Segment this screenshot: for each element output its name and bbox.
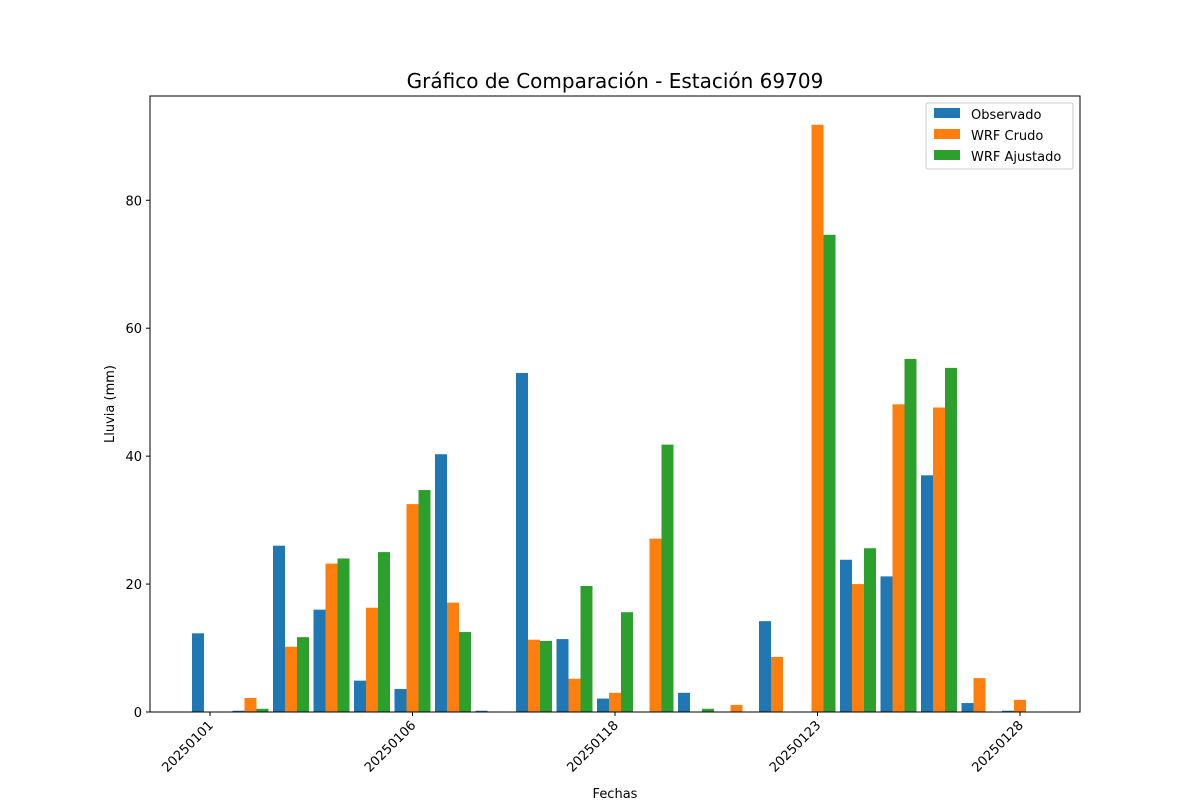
- bar: [649, 538, 662, 712]
- y-tick-label: 80: [125, 194, 142, 209]
- bar: [244, 697, 257, 712]
- bar: [378, 552, 390, 712]
- bar: [1014, 699, 1026, 712]
- bar: [366, 607, 378, 712]
- bar: [852, 584, 864, 712]
- legend-swatch-wrf-ajustado: [934, 150, 960, 160]
- bar: [447, 602, 459, 712]
- bar: [973, 678, 986, 712]
- bar: [892, 404, 905, 712]
- bar: [864, 548, 876, 712]
- bar: [945, 367, 957, 712]
- bar: [192, 633, 204, 712]
- x-tick-label: 20250128: [969, 718, 1026, 775]
- bar: [285, 646, 297, 712]
- bar: [904, 358, 917, 712]
- bar: [840, 559, 852, 712]
- bar: [406, 504, 419, 712]
- series-wrf-ajustado: [256, 234, 957, 712]
- bar: [678, 692, 690, 712]
- bar: [394, 688, 407, 712]
- x-tick-label: 20250106: [362, 718, 419, 775]
- bar: [528, 639, 540, 712]
- x-tick-label: 20250118: [564, 718, 621, 775]
- bar: [516, 372, 528, 712]
- y-tick-label: 40: [125, 450, 142, 465]
- series-observado: [192, 372, 1014, 712]
- legend-label-wrf-ajustado: WRF Ajustado: [971, 150, 1061, 165]
- bar: [961, 703, 974, 712]
- legend-box: [925, 102, 1074, 170]
- bar: [1002, 710, 1014, 712]
- legend-swatch-observado: [934, 108, 960, 118]
- bar: [354, 680, 366, 712]
- legend-swatch-wrf-crudo: [934, 129, 960, 139]
- x-tick-label: 20250123: [767, 718, 824, 775]
- bar: [475, 710, 488, 712]
- bar: [597, 698, 609, 712]
- chart-title: Gráfico de Comparación - Estación 69709: [407, 69, 824, 93]
- series-wrf-crudo: [244, 124, 1026, 713]
- bar: [921, 475, 933, 712]
- bar: [580, 585, 593, 712]
- bar: [933, 407, 945, 712]
- x-axis-label: Fechas: [593, 787, 638, 800]
- bar: [232, 710, 245, 712]
- y-axis: 0 20 40 60 80: [125, 194, 150, 721]
- y-tick-label: 60: [125, 322, 142, 337]
- bar: [811, 124, 824, 713]
- bar: [435, 454, 447, 712]
- bar: [459, 632, 471, 712]
- bar: [556, 639, 569, 712]
- bar: [540, 640, 552, 712]
- bar: [256, 708, 269, 712]
- y-tick-label: 20: [125, 578, 142, 593]
- bar: [823, 234, 836, 712]
- bar: [418, 490, 431, 712]
- y-axis-label: Lluvia (mm): [103, 365, 118, 443]
- bar: [325, 563, 338, 712]
- legend: Observado WRF Crudo WRF Ajustado: [925, 102, 1074, 170]
- bar: [771, 656, 783, 712]
- bar: [313, 609, 326, 712]
- bars-layer: [192, 124, 1026, 713]
- x-axis: 20250101 20250106 20250118 20250123 20250128: [159, 712, 1027, 776]
- bar: [297, 637, 309, 712]
- bar: [273, 545, 285, 712]
- x-tick-label: 20250101: [159, 718, 216, 775]
- bar: [661, 444, 674, 712]
- bar: [880, 576, 893, 712]
- legend-label-observado: Observado: [971, 108, 1042, 123]
- bar: [621, 612, 633, 712]
- bar: [759, 621, 771, 712]
- y-tick-label: 0: [134, 706, 142, 721]
- bar: [702, 708, 714, 712]
- bar: [337, 558, 350, 712]
- bar: [609, 692, 621, 712]
- bar: [568, 678, 581, 712]
- legend-label-wrf-crudo: WRF Crudo: [971, 129, 1043, 144]
- bar: [730, 704, 743, 712]
